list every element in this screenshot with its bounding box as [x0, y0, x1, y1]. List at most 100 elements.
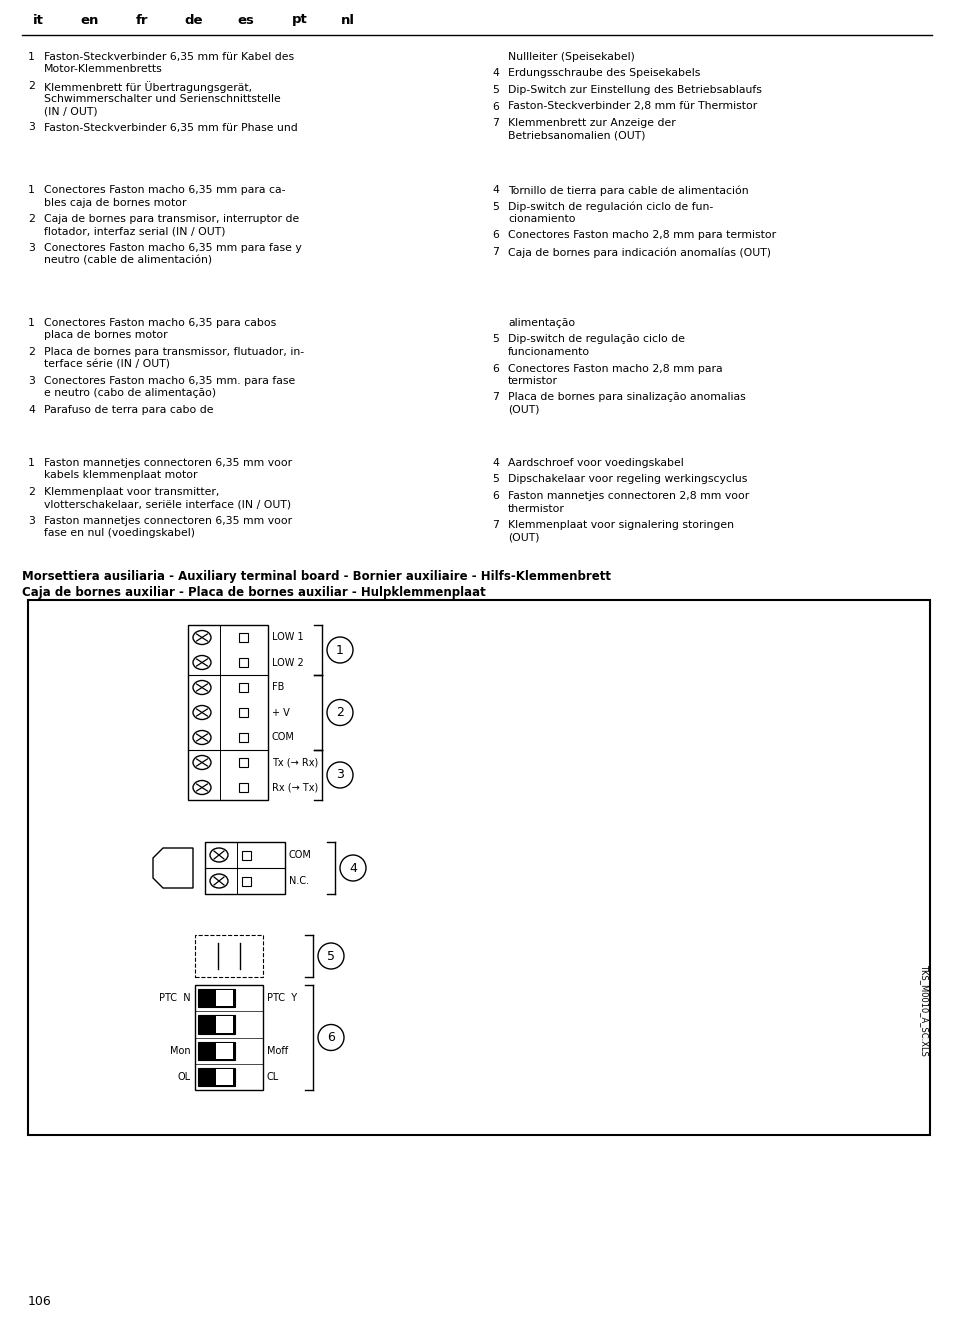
Bar	[239, 733, 248, 741]
Text: Faston-Steckverbinder 6,35 mm für Kabel des: Faston-Steckverbinder 6,35 mm für Kabel …	[44, 52, 294, 61]
Text: fase en nul (voedingskabel): fase en nul (voedingskabel)	[44, 529, 194, 538]
Text: pt: pt	[292, 13, 308, 27]
Ellipse shape	[210, 848, 228, 862]
Bar	[194, 985, 263, 1090]
Text: en: en	[81, 13, 99, 27]
Text: 1: 1	[28, 318, 35, 329]
Bar	[194, 935, 263, 977]
Text: Conectores Faston macho 2,8 mm para: Conectores Faston macho 2,8 mm para	[507, 363, 721, 374]
Text: Caja de bornes para indicación anomalías (OUT): Caja de bornes para indicación anomalías…	[507, 247, 770, 258]
Text: 4: 4	[492, 184, 498, 195]
Ellipse shape	[193, 705, 211, 720]
Circle shape	[339, 855, 366, 880]
Circle shape	[327, 762, 353, 788]
Text: fr: fr	[135, 13, 148, 27]
Text: termistor: termistor	[507, 375, 558, 386]
Ellipse shape	[193, 755, 211, 770]
Bar	[28, 600, 929, 1136]
Text: 6: 6	[492, 363, 498, 374]
Text: Dipschakelaar voor regeling werkingscyclus: Dipschakelaar voor regeling werkingscycl…	[507, 474, 746, 485]
Text: nl: nl	[340, 13, 355, 27]
Text: Tornillo de tierra para cable de alimentación: Tornillo de tierra para cable de aliment…	[507, 184, 748, 195]
Text: 2: 2	[28, 347, 35, 357]
Bar	[205, 842, 285, 894]
Ellipse shape	[193, 780, 211, 795]
Text: es: es	[237, 13, 254, 27]
Text: thermistor: thermistor	[507, 504, 564, 513]
Text: Morsettiera ausiliaria - Auxiliary terminal board - Bornier auxiliaire - Hilfs-K: Morsettiera ausiliaria - Auxiliary termi…	[22, 570, 610, 582]
Text: e neutro (cabo de alimentação): e neutro (cabo de alimentação)	[44, 389, 216, 398]
Text: Dip-switch de regulación ciclo de fun-: Dip-switch de regulación ciclo de fun-	[507, 202, 713, 212]
Text: 4: 4	[492, 458, 498, 468]
Text: Conectores Faston macho 6,35 para cabos: Conectores Faston macho 6,35 para cabos	[44, 318, 276, 329]
Text: Parafuso de terra para cabo de: Parafuso de terra para cabo de	[44, 405, 213, 415]
Text: Klemmenbrett für Übertragungsgerät,: Klemmenbrett für Übertragungsgerät,	[44, 81, 252, 94]
Text: 3: 3	[28, 375, 35, 386]
Bar	[242, 876, 251, 886]
Text: Conectores Faston macho 2,8 mm para termistor: Conectores Faston macho 2,8 mm para term…	[507, 231, 776, 240]
Text: Nullleiter (Speisekabel): Nullleiter (Speisekabel)	[507, 52, 634, 61]
Text: CL: CL	[267, 1071, 279, 1082]
Text: de: de	[185, 13, 203, 27]
Text: Faston mannetjes connectoren 6,35 mm voor: Faston mannetjes connectoren 6,35 mm voo…	[44, 516, 292, 526]
Text: alimentação: alimentação	[507, 318, 575, 329]
Ellipse shape	[193, 631, 211, 644]
Text: 2: 2	[28, 214, 35, 224]
Text: 5: 5	[492, 86, 498, 95]
Bar	[216, 1042, 233, 1058]
Text: COM: COM	[289, 850, 312, 860]
Bar	[198, 989, 235, 1007]
Bar	[216, 1069, 233, 1085]
Bar	[198, 1067, 235, 1086]
Text: bles caja de bornes motor: bles caja de bornes motor	[44, 198, 186, 207]
Bar	[239, 659, 248, 667]
Text: 106: 106	[28, 1295, 51, 1308]
Text: Faston-Steckverbinder 2,8 mm für Thermistor: Faston-Steckverbinder 2,8 mm für Thermis…	[507, 102, 757, 111]
Text: + V: + V	[272, 708, 290, 717]
Text: (IN / OUT): (IN / OUT)	[44, 106, 97, 116]
Text: Faston mannetjes connectoren 2,8 mm voor: Faston mannetjes connectoren 2,8 mm voor	[507, 492, 748, 501]
Text: (OUT): (OUT)	[507, 533, 539, 542]
Text: LOW 1: LOW 1	[272, 632, 303, 643]
Text: N.C.: N.C.	[289, 876, 309, 886]
Text: terface série (IN / OUT): terface série (IN / OUT)	[44, 359, 170, 370]
Text: placa de bornes motor: placa de bornes motor	[44, 330, 168, 341]
Text: 1: 1	[28, 52, 35, 61]
Ellipse shape	[210, 874, 228, 888]
Text: 4: 4	[28, 405, 35, 415]
Text: Moff: Moff	[267, 1046, 288, 1055]
Text: Faston mannetjes connectoren 6,35 mm voor: Faston mannetjes connectoren 6,35 mm voo…	[44, 458, 292, 468]
Text: 5: 5	[492, 334, 498, 345]
Bar	[242, 851, 251, 859]
Text: Mon: Mon	[171, 1046, 191, 1055]
Bar	[239, 783, 248, 792]
Circle shape	[317, 1025, 344, 1050]
Text: flotador, interfaz serial (IN / OUT): flotador, interfaz serial (IN / OUT)	[44, 227, 225, 236]
Bar	[239, 633, 248, 643]
Text: Klemmenplaat voor signalering storingen: Klemmenplaat voor signalering storingen	[507, 520, 733, 530]
Text: Tx (→ Rx): Tx (→ Rx)	[272, 758, 318, 767]
Text: 7: 7	[492, 118, 498, 128]
Text: 5: 5	[492, 474, 498, 485]
Text: TKS_M0010_A_SC.XLS: TKS_M0010_A_SC.XLS	[919, 965, 927, 1055]
Text: 7: 7	[492, 247, 498, 257]
Text: PTC  N: PTC N	[159, 993, 191, 1003]
Text: 5: 5	[327, 950, 335, 962]
Text: Betriebsanomalien (OUT): Betriebsanomalien (OUT)	[507, 131, 645, 140]
Text: Placa de bornes para sinalização anomalias: Placa de bornes para sinalização anomali…	[507, 393, 745, 402]
Ellipse shape	[193, 731, 211, 744]
Ellipse shape	[193, 680, 211, 695]
Text: LOW 2: LOW 2	[272, 657, 303, 668]
Text: 6: 6	[492, 102, 498, 111]
Text: Schwimmerschalter und Serienschnittstelle: Schwimmerschalter und Serienschnittstell…	[44, 94, 280, 103]
Bar	[216, 990, 233, 1006]
Text: Dip-switch de regulação ciclo de: Dip-switch de regulação ciclo de	[507, 334, 684, 345]
Circle shape	[327, 700, 353, 725]
Text: 5: 5	[492, 202, 498, 211]
Text: OL: OL	[177, 1071, 191, 1082]
Text: Faston-Steckverbinder 6,35 mm für Phase und: Faston-Steckverbinder 6,35 mm für Phase …	[44, 123, 297, 132]
Bar	[198, 1042, 235, 1059]
Text: Aardschroef voor voedingskabel: Aardschroef voor voedingskabel	[507, 458, 683, 468]
Text: Dip-Switch zur Einstellung des Betriebsablaufs: Dip-Switch zur Einstellung des Betriebsa…	[507, 86, 761, 95]
Text: 1: 1	[28, 458, 35, 468]
